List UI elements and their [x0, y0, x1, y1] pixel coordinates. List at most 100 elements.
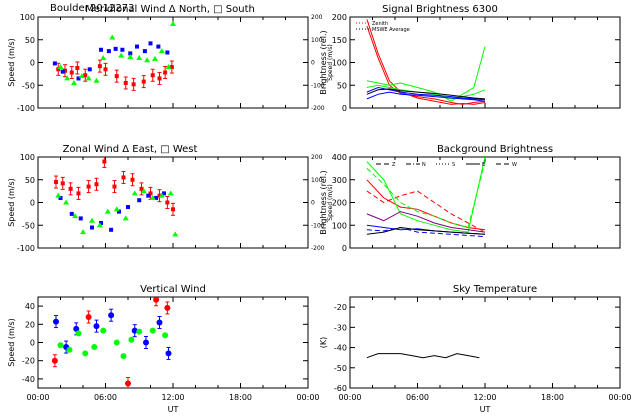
panel-title: Signal Brightness 6300	[382, 4, 498, 15]
data-point	[73, 325, 80, 332]
y-tick-label: -40	[334, 344, 347, 353]
data-point	[112, 184, 117, 189]
data-point	[158, 192, 165, 198]
data-point	[75, 65, 80, 70]
data-point	[56, 67, 61, 72]
data-point	[153, 297, 160, 303]
data-point	[69, 70, 74, 75]
data-point	[102, 159, 107, 164]
data-point	[100, 327, 107, 334]
data-point	[87, 67, 92, 72]
data-point	[162, 191, 166, 196]
series-line	[366, 88, 486, 100]
y-tick-label: 0	[30, 199, 35, 208]
data-point	[137, 198, 142, 203]
data-point	[63, 68, 67, 73]
data-point	[63, 199, 70, 205]
y-right-tick-label: -200	[311, 245, 325, 252]
x-axis-label: UT	[480, 405, 491, 414]
data-point	[142, 49, 147, 54]
data-point	[97, 64, 102, 69]
y-tick-label: 100	[332, 59, 347, 68]
data-point	[83, 73, 88, 78]
y-right-tick-label: 200	[311, 154, 323, 161]
series-line	[366, 190, 486, 233]
data-point	[146, 193, 151, 198]
data-point	[128, 51, 133, 56]
data-point	[69, 211, 74, 216]
data-point	[139, 186, 144, 191]
y-right-tick-label: 200	[311, 14, 323, 21]
data-point	[140, 188, 147, 194]
data-point	[126, 205, 130, 210]
y-tick-label: 0	[30, 59, 35, 68]
data-point	[157, 76, 162, 81]
x-tick-label: 06:00	[94, 393, 117, 402]
y-tick-label: 100	[20, 153, 35, 162]
y-tick-label: 0	[342, 244, 347, 253]
y-axis-label: (K)	[319, 337, 328, 349]
data-point	[85, 75, 92, 81]
data-point	[75, 330, 82, 337]
data-point	[120, 353, 127, 360]
plot-area	[52, 20, 176, 91]
data-point	[86, 184, 91, 189]
data-point	[93, 323, 100, 330]
plot-area	[366, 353, 480, 359]
x-tick-label: 12:00	[473, 393, 496, 402]
figure-header: Boulder 2012273	[50, 3, 135, 14]
data-point	[164, 304, 171, 311]
data-point	[150, 73, 155, 78]
data-point	[131, 82, 136, 87]
data-point	[128, 336, 135, 343]
x-tick-label: 12:00	[161, 393, 184, 402]
data-point	[127, 54, 134, 60]
y-tick-label: 150	[332, 36, 347, 45]
data-point	[149, 194, 156, 200]
data-point	[144, 57, 151, 63]
x-axis-label: UT	[168, 405, 179, 414]
series-line	[366, 25, 486, 105]
data-point	[57, 64, 64, 70]
y-tick-label: 0	[30, 339, 35, 348]
y-tick-label: -50	[22, 81, 35, 90]
data-point	[60, 69, 65, 74]
data-point	[103, 67, 108, 72]
panel-title: Zonal Wind Δ East, □ West	[63, 144, 198, 155]
plot-frame	[349, 296, 621, 389]
data-point	[68, 186, 73, 191]
y-tick-label: 50	[25, 176, 35, 185]
station-name: Boulder	[50, 3, 90, 14]
legend-label: S	[452, 162, 455, 168]
data-point	[165, 200, 170, 205]
y-axis-label: Speed (m/s)	[7, 38, 16, 87]
series-line	[366, 161, 486, 229]
y-tick-label: -20	[22, 357, 35, 366]
data-point	[136, 328, 143, 335]
data-point	[169, 65, 174, 70]
y-axis-label: Speed (m/s)	[7, 178, 16, 227]
data-point	[165, 64, 172, 70]
data-point	[163, 70, 168, 75]
data-point	[162, 332, 169, 339]
y-tick-label: 200	[332, 199, 347, 208]
x-tick-label: 06:00	[406, 393, 429, 402]
y-right-tick-label: -100	[311, 222, 325, 229]
x-tick-label: 18:00	[541, 393, 564, 402]
series-line	[366, 211, 486, 233]
x-tick-label: 00:00	[296, 393, 319, 402]
data-point	[148, 191, 153, 196]
data-point	[131, 190, 138, 196]
data-point	[54, 180, 58, 185]
data-point	[58, 195, 63, 200]
y-tick-label: 0	[342, 104, 347, 113]
panel-vertical-wind: Vertical Wind 00:00 06:00 12:00 18:00 00:00 UT…	[7, 284, 320, 414]
data-point	[123, 80, 128, 85]
legend-label: Zenith	[372, 21, 388, 27]
y-right-tick-label: 0	[311, 200, 315, 207]
x-tick-label: 00:00	[338, 393, 361, 402]
y-right-tick-label: -200	[311, 105, 325, 112]
panels: Meridional Wind Δ North, □ South -100 -50 0…	[7, 4, 632, 414]
data-point	[85, 314, 92, 321]
plot-area	[51, 297, 172, 388]
